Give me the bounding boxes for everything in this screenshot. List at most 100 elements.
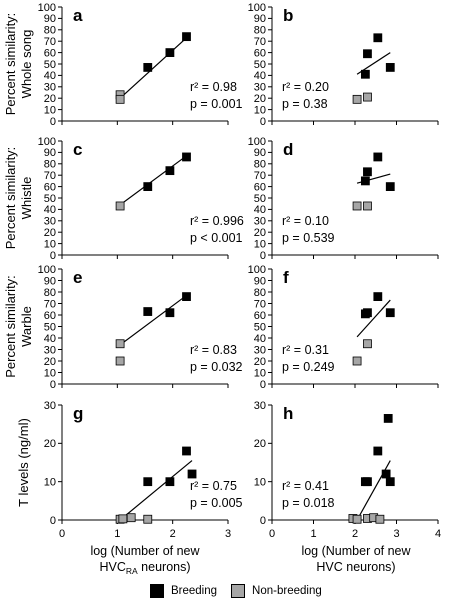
x-tick-label-g: 2 <box>170 528 176 540</box>
fit-line-c <box>119 155 187 206</box>
stat-text-b: r² = 0.20 <box>282 80 329 94</box>
panel-letter-f: f <box>283 268 289 287</box>
y-tick-label-d: 40 <box>254 204 266 216</box>
stat-text-g: r² = 0.75 <box>190 479 237 493</box>
stat-text-f: r² = 0.31 <box>282 343 329 357</box>
y-tick-label-a: 30 <box>44 82 56 94</box>
row-label-line2: Whole song <box>19 30 34 99</box>
y-tick-label-a: 50 <box>44 59 56 71</box>
panel-letter-b: b <box>283 6 293 25</box>
legend-item-breeding: Breeding <box>150 584 217 598</box>
y-tick-label-a: 70 <box>44 36 56 48</box>
y-tick-label-e: 10 <box>44 367 56 379</box>
point-breeding-g <box>143 477 153 487</box>
fit-line-f <box>356 299 391 338</box>
point-breeding-d <box>360 176 370 186</box>
y-tick-label-e: 20 <box>44 356 56 368</box>
x-tick-label-h: 3 <box>393 528 399 540</box>
y-tick-label-a: 60 <box>44 47 56 59</box>
y-tick-label-f: 70 <box>254 298 266 310</box>
stat-text-d: p = 0.539 <box>282 231 335 245</box>
point-breeding-c <box>165 166 175 176</box>
y-tick-label-e: 30 <box>44 344 56 356</box>
point-breeding-e <box>182 292 191 302</box>
y-tick-label-b: 20 <box>254 93 266 105</box>
point-breeding-h <box>381 469 391 479</box>
panel-g: 0 10 20 30 0 1 2 3 g r² = 0.75 p = 0.005 <box>44 400 243 540</box>
point-nonbreeding-g <box>143 514 153 524</box>
panel-letter-c: c <box>73 140 82 159</box>
y-tick-label-h: 10 <box>254 476 266 488</box>
point-nonbreeding-g <box>126 513 136 523</box>
fit-line-h <box>356 460 391 521</box>
x-tick-label-h: 4 <box>435 528 441 540</box>
point-breeding-d <box>385 182 395 192</box>
point-breeding-d <box>363 167 372 177</box>
point-breeding-h <box>363 477 372 487</box>
row-label-line1: Percent similarity: <box>3 275 18 378</box>
y-tick-label-b: 80 <box>254 25 266 37</box>
y-tick-label-d: 10 <box>254 238 266 250</box>
x-label-left-line2: HVCRA neurons) <box>99 560 190 576</box>
y-tick-label-h: 0 <box>260 515 266 527</box>
y-tick-label-e: 90 <box>44 275 56 287</box>
y-tick-label-b: 90 <box>254 13 266 25</box>
legend: Breeding Non-breeding <box>150 581 336 601</box>
y-tick-label-b: 70 <box>254 36 266 48</box>
y-tick-label-h: 30 <box>254 400 266 412</box>
y-tick-label-g: 20 <box>44 438 56 450</box>
x-label-right-line2: HVC neurons) <box>316 560 395 574</box>
y-tick-label-d: 20 <box>254 227 266 239</box>
y-tick-label-f: 100 <box>248 264 266 276</box>
y-tick-label-a: 80 <box>44 25 56 37</box>
panel-letter-g: g <box>73 404 83 423</box>
point-breeding-a <box>143 63 153 72</box>
y-tick-label-d: 100 <box>248 136 266 148</box>
stat-text-f: p = 0.249 <box>282 360 335 374</box>
point-breeding-a <box>165 48 175 57</box>
x-label-left-hvc: HVC <box>99 560 125 574</box>
row-label-line2: Whistle <box>19 177 34 220</box>
legend-swatch-breeding <box>150 584 164 598</box>
row-label-line1: Percent similarity: <box>3 147 18 250</box>
point-breeding-b <box>363 49 372 59</box>
y-tick-label-f: 40 <box>254 333 266 345</box>
point-nonbreeding-f <box>363 339 372 349</box>
y-tick-label-f: 0 <box>260 379 266 391</box>
y-tick-label-e: 50 <box>44 321 56 333</box>
y-tick-label-b: 60 <box>254 47 266 59</box>
y-tick-label-c: 90 <box>44 147 56 159</box>
panel-h: 0 10 20 30 0 1 2 3 4 h r² = 0.41 p = 0.018 <box>254 400 441 540</box>
y-tick-label-f: 20 <box>254 356 266 368</box>
point-nonbreeding-c <box>115 201 125 211</box>
point-nonbreeding-d <box>363 201 372 211</box>
y-tick-label-g: 0 <box>50 515 56 527</box>
legend-label-nonbreeding: Non-breeding <box>252 585 322 597</box>
row-label-line1: T levels (ng/ml) <box>16 418 31 507</box>
y-tick-label-a: 0 <box>50 116 56 128</box>
y-tick-label-f: 10 <box>254 367 266 379</box>
stat-text-a: p = 0.001 <box>190 97 243 111</box>
point-breeding-g <box>182 446 191 456</box>
y-tick-label-a: 100 <box>38 2 56 14</box>
y-tick-label-b: 100 <box>248 2 266 14</box>
stat-text-b: p = 0.38 <box>282 97 328 111</box>
y-tick-label-e: 80 <box>44 287 56 299</box>
x-tick-label-h: 2 <box>352 528 358 540</box>
stat-text-e: p = 0.032 <box>190 360 243 374</box>
y-tick-label-a: 10 <box>44 104 56 116</box>
x-tick-label-g: 3 <box>225 528 231 540</box>
y-tick-label-b: 40 <box>254 70 266 82</box>
y-tick-label-f: 60 <box>254 310 266 322</box>
point-breeding-b <box>373 33 383 43</box>
fit-line-g <box>119 460 193 521</box>
x-tick-label-h: 0 <box>269 528 275 540</box>
stat-text-g: p = 0.005 <box>190 496 243 510</box>
y-tick-label-f: 90 <box>254 275 266 287</box>
y-tick-label-b: 0 <box>260 116 266 128</box>
y-tick-label-d: 70 <box>254 170 266 182</box>
